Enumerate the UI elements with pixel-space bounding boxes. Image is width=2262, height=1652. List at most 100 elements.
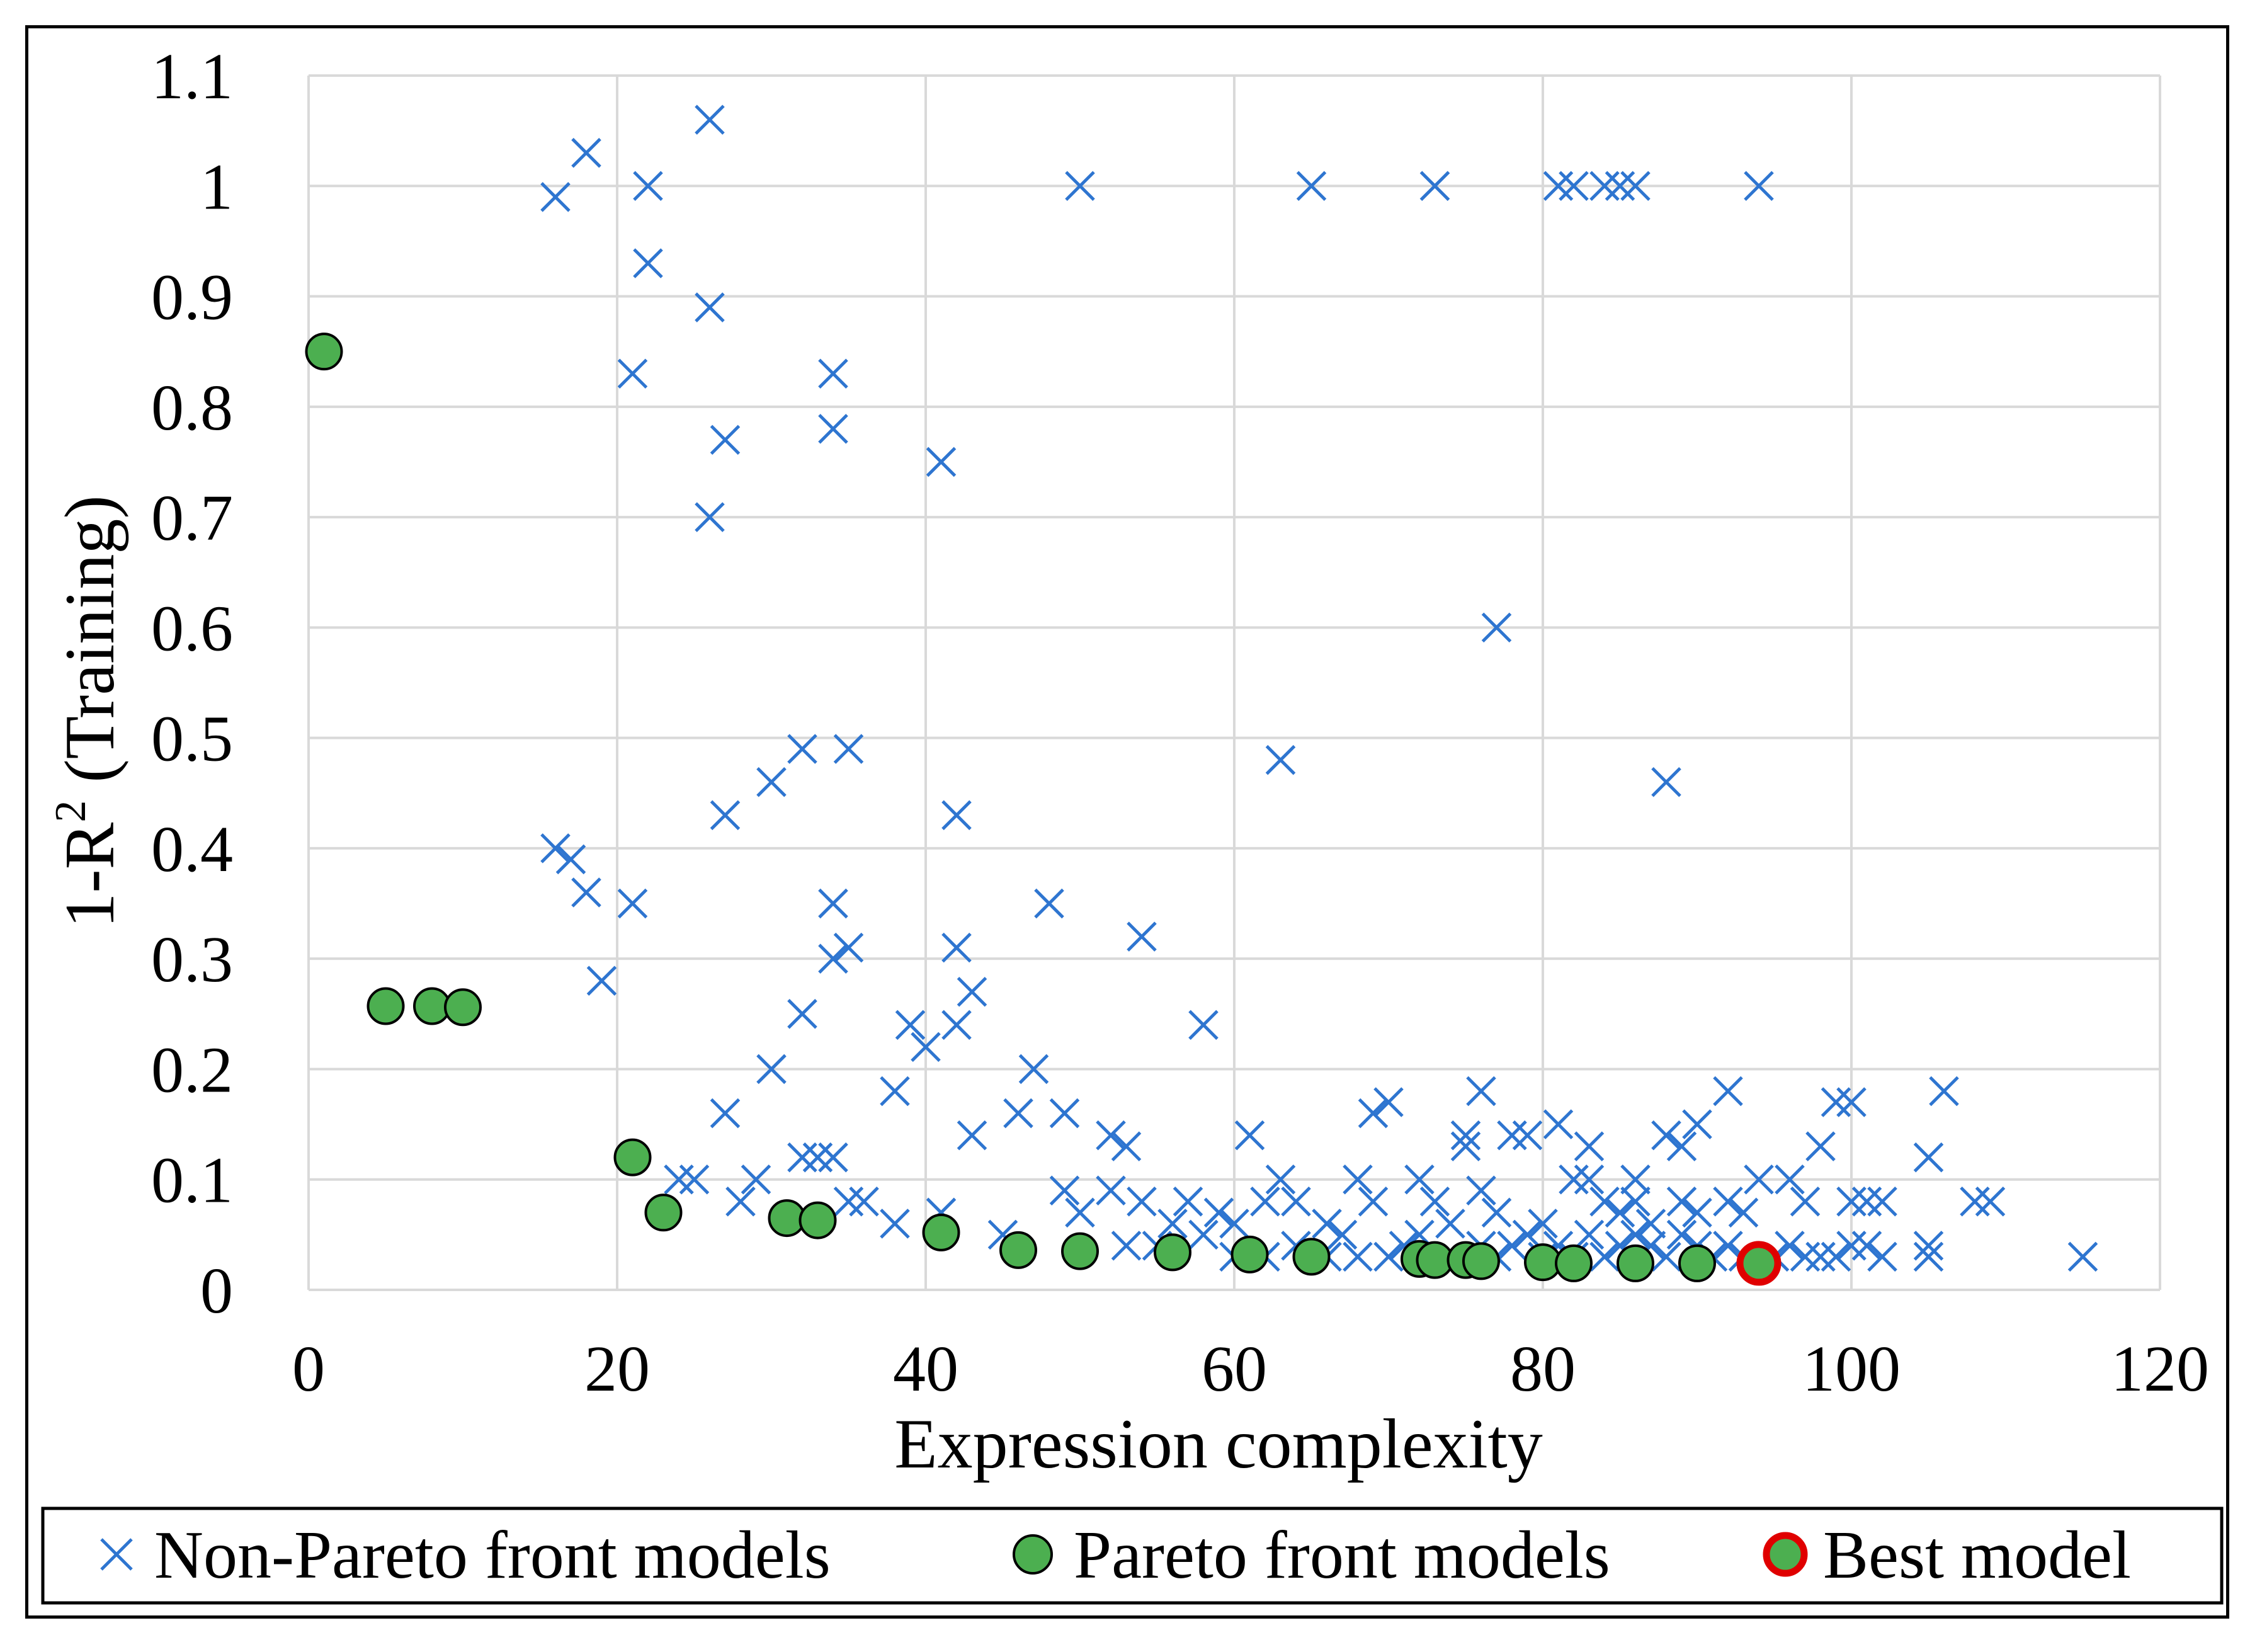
non-pareto-point xyxy=(1620,1187,1651,1217)
y-tick-label: 1 xyxy=(200,151,233,223)
y-tick-label: 0.9 xyxy=(151,261,233,334)
non-pareto-point xyxy=(1913,1142,1944,1173)
y-tick-label: 0.4 xyxy=(151,813,233,886)
non-pareto-point xyxy=(1574,1219,1605,1250)
non-pareto-point xyxy=(1620,1164,1651,1195)
pareto-point xyxy=(1555,1244,1593,1282)
non-pareto-point xyxy=(617,358,648,389)
non-pareto-point xyxy=(818,888,848,919)
pareto-point xyxy=(922,1213,960,1251)
pareto-point xyxy=(1292,1238,1331,1276)
non-pareto-point xyxy=(1744,171,1774,202)
y-tick-label: 0 xyxy=(200,1255,233,1327)
non-pareto-point xyxy=(1605,171,1635,202)
best-model-point xyxy=(1736,1241,1782,1286)
non-pareto-point xyxy=(1049,1098,1080,1129)
non-pareto-point xyxy=(1559,1164,1589,1195)
legend-x-marker xyxy=(100,1538,133,1571)
non-pareto-point xyxy=(1481,612,1512,643)
y-axis-title-main: 1-R xyxy=(51,822,129,928)
non-pareto-point xyxy=(1358,1098,1389,1129)
non-pareto-point xyxy=(1435,1209,1465,1239)
non-pareto-point xyxy=(911,1032,941,1062)
pareto-point xyxy=(1230,1235,1269,1273)
non-pareto-point xyxy=(741,1164,771,1195)
non-pareto-point xyxy=(756,1054,787,1085)
non-pareto-point xyxy=(1589,171,1620,202)
y-tick-label: 0.6 xyxy=(151,592,233,664)
non-pareto-point xyxy=(880,1076,910,1107)
non-pareto-point xyxy=(1851,1187,1882,1217)
non-pareto-point xyxy=(617,888,648,919)
non-pareto-point xyxy=(833,932,864,963)
non-pareto-point xyxy=(1018,1054,1049,1085)
non-pareto-point xyxy=(1574,1164,1605,1195)
non-pareto-point xyxy=(818,943,848,974)
non-pareto-point xyxy=(1805,1131,1836,1161)
non-pareto-point xyxy=(1096,1120,1126,1151)
non-pareto-point xyxy=(710,800,741,831)
non-pareto-point xyxy=(1111,1131,1142,1161)
non-pareto-point xyxy=(1034,888,1064,919)
non-pareto-point xyxy=(818,414,848,444)
non-pareto-point xyxy=(540,182,571,212)
non-pareto-point xyxy=(941,932,972,963)
figure-frame xyxy=(25,25,2229,1619)
non-pareto-point xyxy=(1929,1076,1959,1107)
non-pareto-point xyxy=(1312,1209,1342,1239)
non-pareto-point xyxy=(571,137,601,168)
non-pareto-point xyxy=(1373,1241,1404,1272)
pareto-point xyxy=(1678,1244,1716,1282)
y-tick-label: 0.2 xyxy=(151,1034,233,1106)
non-pareto-point xyxy=(695,292,725,322)
non-pareto-point xyxy=(1096,1175,1126,1206)
x-axis-title: Expression complexity xyxy=(894,1405,1543,1483)
non-pareto-point xyxy=(1574,1131,1605,1161)
non-pareto-point xyxy=(1666,1219,1697,1250)
non-pareto-point xyxy=(1790,1187,1821,1217)
non-pareto-point xyxy=(1790,1241,1821,1272)
non-pareto-point xyxy=(1497,1120,1527,1151)
y-axis-title-superscript: 2 xyxy=(47,800,95,823)
non-pareto-point xyxy=(1635,1209,1666,1239)
non-pareto-point xyxy=(787,999,817,1029)
pareto-point xyxy=(305,333,343,371)
non-pareto-point xyxy=(1512,1120,1543,1151)
non-pareto-point xyxy=(1219,1209,1249,1239)
non-pareto-point xyxy=(1481,1197,1512,1228)
non-pareto-point xyxy=(1821,1087,1851,1117)
data-points xyxy=(305,105,2098,1286)
non-pareto-point xyxy=(1188,1010,1219,1040)
legend-best-marker xyxy=(1763,1532,1808,1577)
non-pareto-point xyxy=(1713,1076,1743,1107)
non-pareto-point xyxy=(695,105,725,135)
non-pareto-point xyxy=(2067,1241,2098,1272)
non-pareto-point xyxy=(1666,1187,1697,1217)
non-pareto-point xyxy=(849,1187,879,1217)
legend-label-pareto: Pareto front models xyxy=(1074,1518,1610,1593)
non-pareto-point xyxy=(1713,1231,1743,1261)
non-pareto-point xyxy=(1450,1120,1481,1151)
non-pareto-point xyxy=(1775,1164,1805,1195)
legend-label-non-pareto: Non-Pareto front models xyxy=(154,1518,831,1593)
pareto-point xyxy=(644,1193,683,1232)
non-pareto-point xyxy=(1250,1187,1280,1217)
non-pareto-point xyxy=(1358,1187,1389,1217)
non-pareto-point xyxy=(1651,766,1681,797)
y-axis-title: 1-R2 (Training) xyxy=(47,495,129,928)
non-pareto-point xyxy=(957,976,987,1007)
non-pareto-point xyxy=(1111,1231,1142,1261)
non-pareto-point xyxy=(1528,1209,1558,1239)
non-pareto-point xyxy=(1173,1187,1203,1217)
non-pareto-point xyxy=(664,1164,694,1195)
non-pareto-point xyxy=(1620,171,1651,202)
x-tick-label: 0 xyxy=(292,1333,325,1405)
non-pareto-point xyxy=(1281,1187,1311,1217)
non-pareto-point xyxy=(1913,1241,1944,1272)
non-pareto-point xyxy=(1805,1241,1836,1272)
non-pareto-point xyxy=(1065,1197,1095,1228)
y-tick-label: 0.7 xyxy=(151,482,233,554)
non-pareto-point xyxy=(1682,1197,1712,1228)
non-pareto-point xyxy=(1296,171,1327,202)
